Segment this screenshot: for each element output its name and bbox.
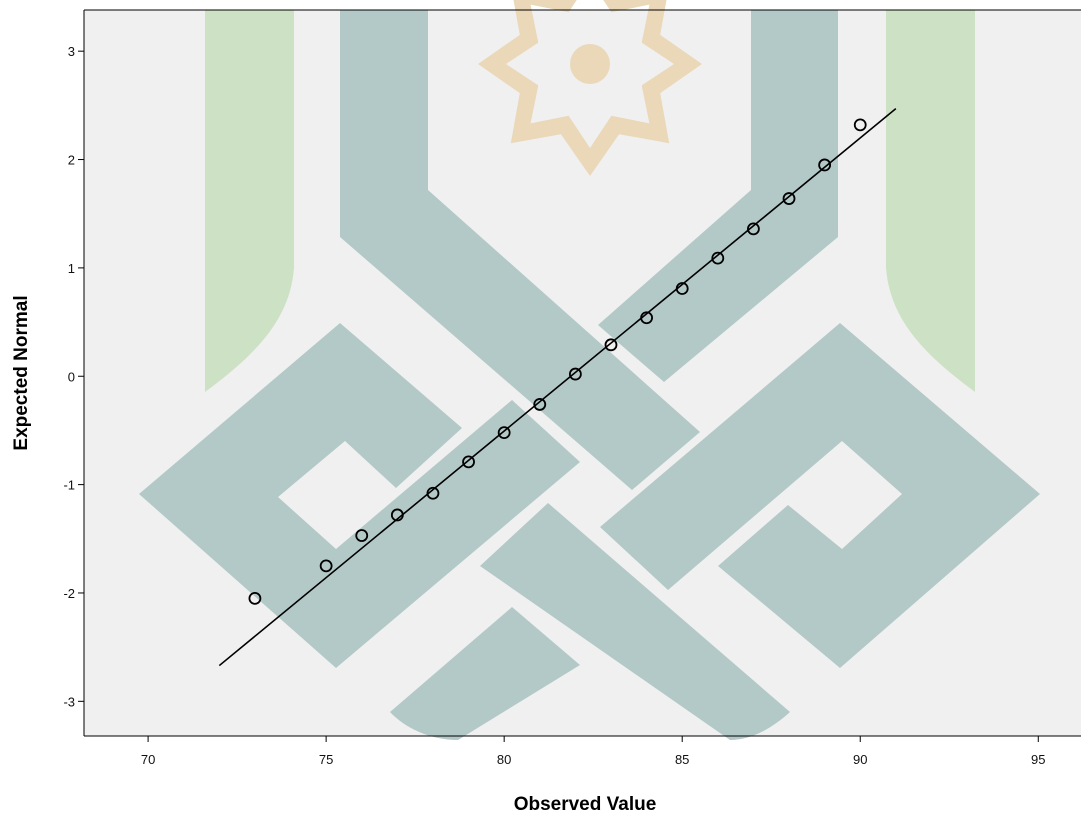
data-point: [497, 426, 511, 439]
watermark-star: [478, 0, 702, 176]
watermark-left-arm: [340, 10, 700, 490]
data-point: [604, 338, 618, 352]
y-tick-label: 1: [68, 261, 75, 276]
x-axis-title: Observed Value: [514, 794, 657, 815]
data-point: [675, 282, 689, 295]
data-point: [853, 118, 867, 132]
x-tick-label: 85: [675, 752, 689, 767]
data-point: [782, 192, 796, 205]
y-tick-label: -2: [63, 586, 75, 601]
y-tick-label: -3: [63, 694, 75, 709]
y-tick-label: 0: [68, 369, 75, 384]
y-axis-title: Expected Normal: [11, 295, 32, 450]
watermark-star-center: [570, 44, 610, 84]
data-point: [568, 367, 582, 381]
x-tick-label: 70: [141, 752, 155, 767]
x-tick-label: 95: [1031, 752, 1045, 767]
x-tick-label: 80: [497, 752, 511, 767]
data-point: [426, 486, 440, 500]
watermark-left-green-pillar: [205, 10, 294, 392]
watermark-right-green-pillar: [886, 10, 975, 392]
data-point: [355, 529, 369, 542]
y-tick-label: -1: [63, 478, 75, 493]
data-point: [390, 508, 404, 522]
watermark-right-knot: [600, 323, 1040, 668]
watermark-bottom-band: [390, 607, 580, 740]
data-point: [711, 251, 725, 265]
x-tick-label: 75: [319, 752, 333, 767]
tick-group: 70 75 80 85 90 95 -3 -2 -1 0 1 2 3: [63, 44, 1045, 767]
data-point: [462, 455, 475, 469]
watermark-left-knot: [139, 323, 580, 668]
watermark-logo: [139, 0, 1040, 740]
data-points: [248, 118, 867, 605]
y-tick-label: 2: [68, 153, 75, 168]
data-point: [533, 398, 547, 411]
data-point: [818, 158, 832, 172]
y-tick-label: 3: [68, 44, 75, 59]
x-tick-label: 90: [853, 752, 867, 767]
data-point: [248, 591, 262, 605]
watermark-right-arm: [598, 10, 838, 382]
normal-reference-line: [218, 107, 897, 667]
data-point: [747, 222, 760, 236]
axes-frame: [83, 9, 1081, 737]
data-point: [319, 559, 333, 573]
data-point: [640, 311, 653, 325]
watermark-center-band: [480, 503, 790, 740]
